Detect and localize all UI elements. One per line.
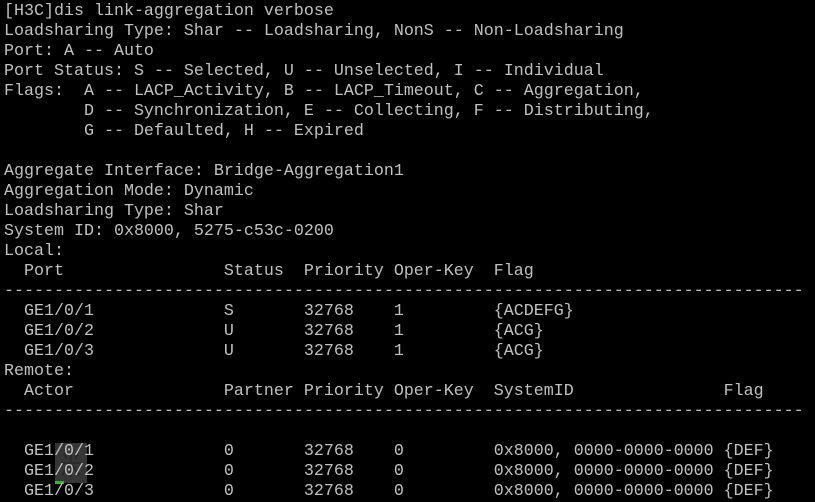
terminal-line: Port: A -- Auto <box>4 42 154 61</box>
terminal-line: GE1/0/3 U 32768 1 {ACG} <box>4 342 544 361</box>
terminal-cursor <box>55 481 64 484</box>
terminal-line: Aggregation Mode: Dynamic <box>4 182 254 201</box>
terminal-line: [H3C]dis link-aggregation verbose <box>4 2 334 21</box>
terminal-line: Actor Partner Priority Oper-Key SystemID… <box>4 382 764 401</box>
terminal-line: Flags: A -- LACP_Activity, B -- LACP_Tim… <box>4 82 644 101</box>
terminal-output[interactable]: [H3C]dis link-aggregation verbose Loadsha… <box>4 2 804 502</box>
watermark-logo <box>55 443 87 483</box>
terminal-line: Port Status: S -- Selected, U -- Unselec… <box>4 62 604 81</box>
terminal-line: GE1/0/1 S 32768 1 {ACDEFG} <box>4 302 574 321</box>
terminal-line: Aggregate Interface: Bridge-Aggregation1 <box>4 162 404 181</box>
terminal-line: GE1/0/2 0 32768 0 0x8000, 0000-0000-0000… <box>4 462 774 481</box>
terminal-line: D -- Synchronization, E -- Collecting, F… <box>4 102 654 121</box>
terminal-line: Local: <box>4 242 64 261</box>
terminal-line <box>4 142 804 162</box>
terminal-line: G -- Defaulted, H -- Expired <box>4 122 364 141</box>
watermark-glyph-icon <box>61 451 81 477</box>
terminal-line: Loadsharing Type: Shar <box>4 202 224 221</box>
terminal-line: GE1/0/1 0 32768 0 0x8000, 0000-0000-0000… <box>4 442 774 461</box>
terminal-line <box>4 422 804 442</box>
terminal-line: ----------------------------------------… <box>4 402 804 421</box>
terminal-line: System ID: 0x8000, 5275-c53c-0200 <box>4 222 334 241</box>
terminal-line: Port Status Priority Oper-Key Flag <box>4 262 534 281</box>
terminal-line: GE1/0/3 0 32768 0 0x8000, 0000-0000-0000… <box>4 482 774 501</box>
terminal-line: ----------------------------------------… <box>4 282 804 301</box>
terminal-line: GE1/0/2 U 32768 1 {ACG} <box>4 322 544 341</box>
terminal-line: Remote: <box>4 362 74 381</box>
terminal-line: Loadsharing Type: Shar -- Loadsharing, N… <box>4 22 624 41</box>
